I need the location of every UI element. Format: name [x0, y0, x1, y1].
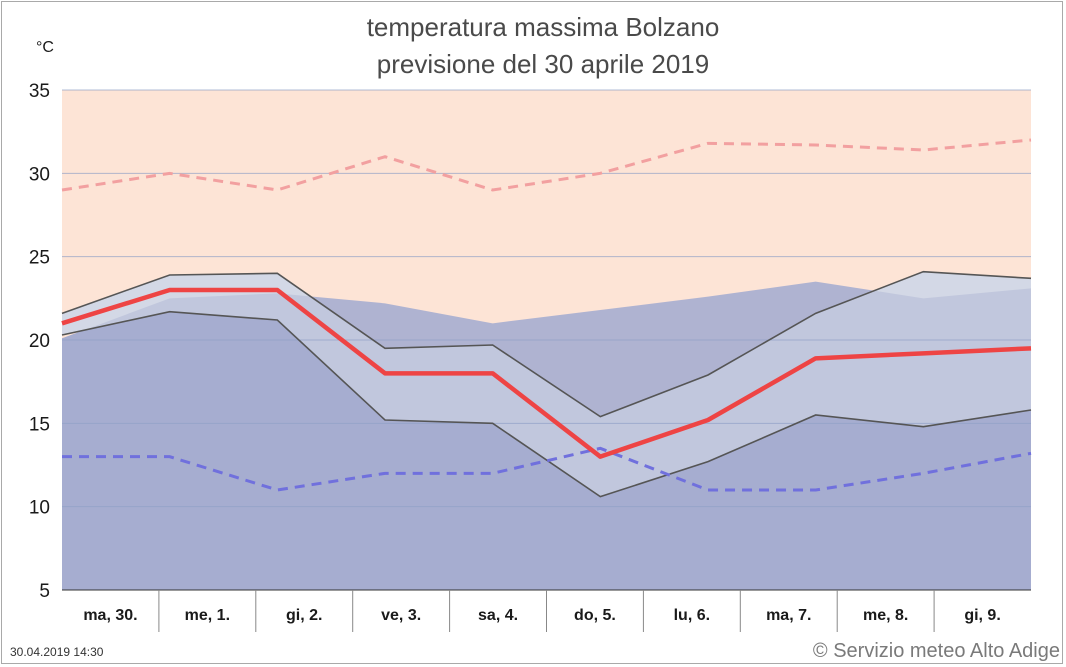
forecast-upper-line [61, 270, 1032, 418]
timestamp-label: 30.04.2019 14:30 [10, 645, 104, 659]
forecast-line [61, 287, 1032, 459]
x-category-label: do, 5. [574, 607, 616, 624]
y-tick-label: 15 [29, 414, 50, 435]
x-category-label: lu, 6. [674, 607, 710, 624]
x-category-label: ma, 30. [83, 607, 137, 624]
y-axis-unit: °C [36, 39, 54, 56]
x-category-label: ve, 3. [381, 607, 421, 624]
y-tick-label: 10 [29, 498, 50, 519]
y-tick-label: 5 [39, 581, 50, 602]
x-category-label: gi, 2. [286, 607, 322, 624]
y-tick-label: 25 [29, 248, 50, 269]
credit-label: © Servizio meteo Alto Adige [813, 640, 1060, 662]
record-min-line [62, 446, 1032, 492]
y-tick-label: 20 [29, 331, 50, 352]
x-category-label: me, 8. [863, 607, 908, 624]
x-category-label: ma, 7. [766, 607, 811, 624]
y-tick-label: 30 [29, 164, 50, 185]
chart-title: temperatura massima Bolzano [367, 12, 720, 42]
x-category-label: gi, 9. [964, 607, 1000, 624]
plot-area [61, 89, 1032, 590]
forecast-lower-line [61, 310, 1032, 498]
x-category-label: sa, 4. [478, 607, 518, 624]
y-tick-label: 35 [29, 81, 50, 102]
axes: 5 10 15 20 25 30 35 ma, 30. me, 1. gi, 2. ve, 3. sa… [29, 81, 1031, 632]
x-category-label: me, 1. [185, 607, 230, 624]
forecast-range-overlay [62, 271, 1031, 497]
record-max-line [61, 138, 1032, 192]
chart-subtitle: previsione del 30 aprile 2019 [377, 49, 709, 79]
